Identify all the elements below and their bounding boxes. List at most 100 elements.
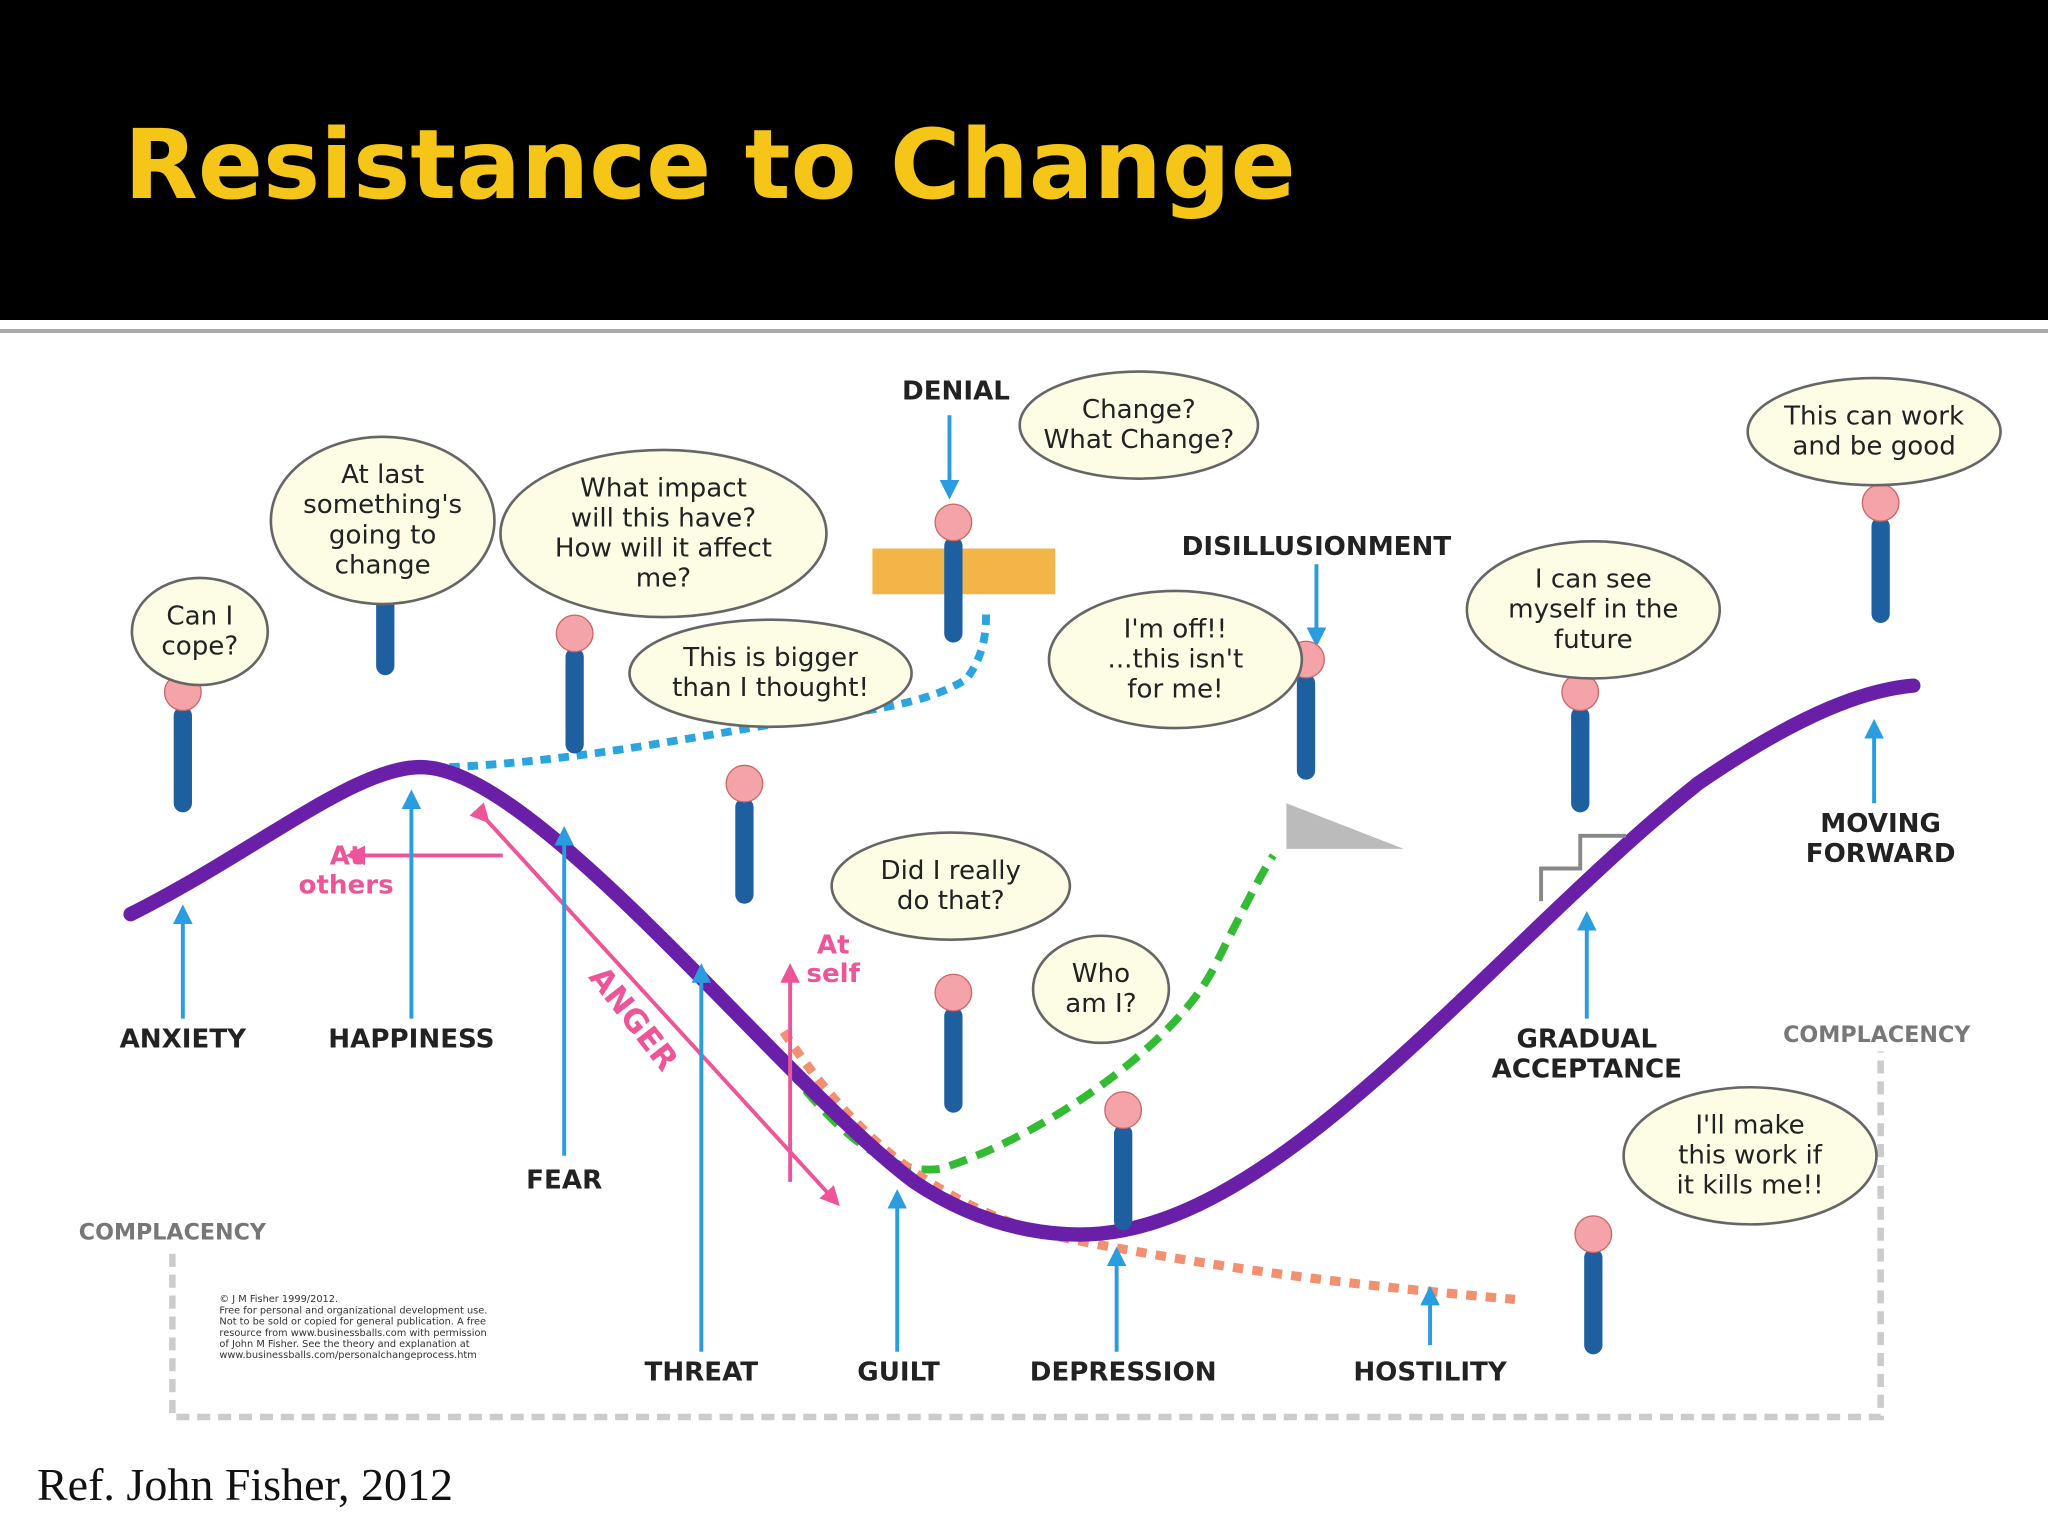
figure-head — [1574, 1215, 1613, 1254]
bubble-text-line: change — [335, 550, 431, 580]
thought-bubble — [1018, 370, 1260, 480]
bubble-text-line: Did I really — [881, 856, 1021, 886]
reaction-label-line: self — [806, 959, 860, 989]
reaction-label-line: others — [299, 870, 394, 900]
copyright-line: Not to be sold or copied for general pub… — [219, 1317, 486, 1328]
hostility-path — [779, 1029, 1516, 1305]
diagram: ANXIETY HAPPINESS FEAR THREAT GUILT DEPRESSIO… — [79, 370, 2002, 1421]
stage-label-line: MOVING — [1820, 809, 1941, 839]
stage-label: DEPRESSION — [1030, 1357, 1217, 1387]
bubble-text: At last something's going to change — [303, 460, 462, 580]
bubble-text-line: me? — [636, 563, 691, 593]
bubble-text-line: for me! — [1127, 674, 1223, 704]
stage-label: FEAR — [526, 1165, 602, 1195]
bubble-text-line: I'm off!! — [1124, 614, 1228, 644]
figure-head — [934, 503, 973, 542]
bubble-text-line: myself in the — [1508, 595, 1678, 625]
stage-label: COMPLACENCY — [79, 1219, 267, 1245]
cliff — [1286, 803, 1404, 849]
bubble-text-line: do that? — [897, 886, 1005, 916]
thought-bubble — [830, 831, 1072, 941]
bubble-text-line: This is bigger — [682, 643, 858, 673]
figure-head — [1861, 483, 1900, 522]
stage-label-line: HOSTILITY — [1353, 1357, 1508, 1387]
figure-head — [555, 614, 594, 653]
reaction-label: At others — [299, 842, 394, 901]
sand — [872, 548, 1056, 595]
stage-label-line: GRADUAL — [1516, 1024, 1657, 1054]
bubble-text-line: What Change? — [1043, 425, 1234, 455]
copyright-line: Free for personal and organizational dev… — [219, 1305, 487, 1316]
bubble-text-line: This can work — [1783, 401, 1965, 431]
figure-head — [725, 764, 764, 803]
figure-head — [1104, 1091, 1143, 1130]
bubble-text: Did I really do that? — [881, 856, 1021, 916]
bubble-text: Who am I? — [1065, 959, 1136, 1019]
stage-label: COMPLACENCY — [1783, 1022, 1971, 1048]
steps — [1539, 833, 1626, 902]
bubble-text-line: I can see — [1535, 565, 1652, 595]
change-curve — [123, 678, 1921, 1242]
bubble-text: This can work and be good — [1783, 401, 1965, 461]
stage-label-line: ACCEPTANCE — [1492, 1054, 1682, 1084]
bubble-text-line: Can I — [166, 601, 233, 631]
thought-bubble — [269, 435, 496, 606]
stage-label-line: DISILLUSIONMENT — [1182, 532, 1452, 562]
copyright-line: resource from www.businessballs.com with… — [219, 1328, 486, 1339]
thought-bubble — [1031, 934, 1171, 1045]
stage-label: GRADUAL ACCEPTANCE — [1492, 1024, 1682, 1084]
stage-label: HOSTILITY — [1353, 1357, 1508, 1387]
stage-label: GUILT — [857, 1357, 940, 1387]
bubble-text-line: How will it affect — [555, 533, 772, 563]
thought-bubble — [499, 448, 828, 619]
bubble-text-line: something's — [303, 490, 462, 520]
anger-arrow — [469, 802, 840, 1207]
bubble-text-line: it kills me!! — [1677, 1171, 1824, 1201]
copyright-line: of John M Fisher. See the theory and exp… — [219, 1339, 469, 1350]
bubble-text-line: than I thought! — [672, 673, 869, 703]
stage-label-line: COMPLACENCY — [79, 1219, 267, 1245]
header-bar — [0, 0, 2048, 320]
thought-bubble — [1465, 540, 1722, 680]
copyright-line: www.businessballs.com/personalchangeproc… — [219, 1350, 476, 1361]
stage-label: MOVING FORWARD — [1806, 809, 1956, 869]
bubble-text-line: this work if — [1678, 1141, 1823, 1171]
stage-label-line: DENIAL — [902, 377, 1010, 407]
bubble-text-line: What impact — [580, 473, 747, 503]
bubble-text-line: ...this isn't — [1108, 644, 1244, 674]
bubble-text-line: I'll make — [1695, 1111, 1804, 1141]
bubble-text: What impact will this have? How will it af… — [555, 473, 772, 593]
bubble-text-line: will this have? — [571, 503, 756, 533]
copyright: © J M Fisher 1999/2012. Free for personal… — [219, 1294, 487, 1361]
bubble-text-line: going to — [329, 520, 436, 550]
bubble-text-line: future — [1554, 625, 1633, 655]
reaction-label: At self — [806, 930, 860, 989]
reaction-label-line: At — [330, 842, 363, 872]
stage-label: HAPPINESS — [328, 1024, 494, 1054]
stage-label-line: COMPLACENCY — [1783, 1022, 1971, 1048]
stage-label-line: GUILT — [857, 1357, 940, 1387]
thought-bubble — [130, 576, 270, 687]
bubble-text: I can see myself in the future — [1508, 565, 1678, 655]
stage-label-line: HAPPINESS — [328, 1024, 494, 1054]
bubble-text-line: Change? — [1082, 395, 1196, 425]
stage-label: DENIAL — [902, 377, 1010, 407]
bubble-text-line: am I? — [1065, 989, 1136, 1019]
figure-head — [934, 973, 973, 1012]
slide-title: Resistance to Change — [124, 109, 1296, 221]
stage-label-line: ANXIETY — [120, 1024, 248, 1054]
bubble-text-line: and be good — [1792, 431, 1955, 461]
copyright-line: © J M Fisher 1999/2012. — [219, 1294, 338, 1305]
thought-bubble — [628, 618, 913, 729]
bubble-text: This is bigger than I thought! — [672, 643, 869, 703]
thought-bubble — [1746, 376, 2002, 487]
thought-bubble — [1047, 589, 1304, 730]
complacency-loop — [169, 1051, 1884, 1421]
bubble-text-line: cope? — [161, 631, 238, 661]
stage-label: THREAT — [645, 1357, 759, 1387]
stage-label-line: FEAR — [526, 1165, 602, 1195]
stage-label-line: FORWARD — [1806, 839, 1956, 869]
